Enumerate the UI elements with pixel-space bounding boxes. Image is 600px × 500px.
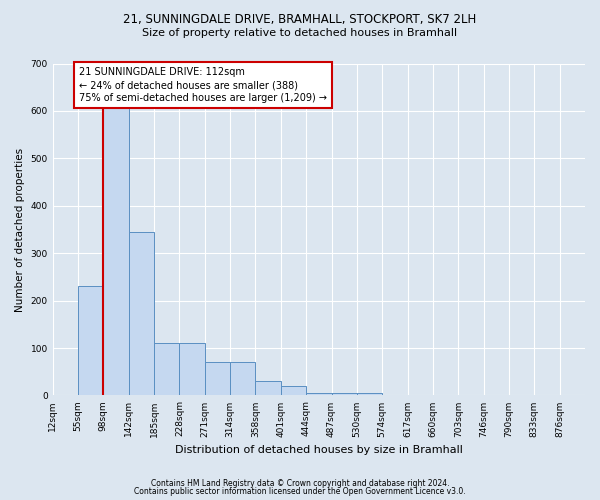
Bar: [332, 393, 357, 396]
Text: 21 SUNNINGDALE DRIVE: 112sqm
← 24% of detached houses are smaller (388)
75% of s: 21 SUNNINGDALE DRIVE: 112sqm ← 24% of de…: [79, 67, 327, 103]
Text: Contains public sector information licensed under the Open Government Licence v3: Contains public sector information licen…: [134, 488, 466, 496]
Bar: [179, 344, 205, 396]
Bar: [281, 386, 306, 396]
Bar: [357, 393, 382, 396]
Bar: [78, 286, 103, 396]
Text: 21, SUNNINGDALE DRIVE, BRAMHALL, STOCKPORT, SK7 2LH: 21, SUNNINGDALE DRIVE, BRAMHALL, STOCKPO…: [124, 12, 476, 26]
Bar: [205, 362, 230, 396]
Bar: [230, 362, 256, 396]
Bar: [154, 344, 179, 396]
Bar: [306, 393, 332, 396]
Bar: [256, 381, 281, 396]
X-axis label: Distribution of detached houses by size in Bramhall: Distribution of detached houses by size …: [175, 445, 463, 455]
Y-axis label: Number of detached properties: Number of detached properties: [15, 148, 25, 312]
Bar: [129, 232, 154, 396]
Text: Contains HM Land Registry data © Crown copyright and database right 2024.: Contains HM Land Registry data © Crown c…: [151, 478, 449, 488]
Text: Size of property relative to detached houses in Bramhall: Size of property relative to detached ho…: [142, 28, 458, 38]
Bar: [103, 87, 129, 396]
